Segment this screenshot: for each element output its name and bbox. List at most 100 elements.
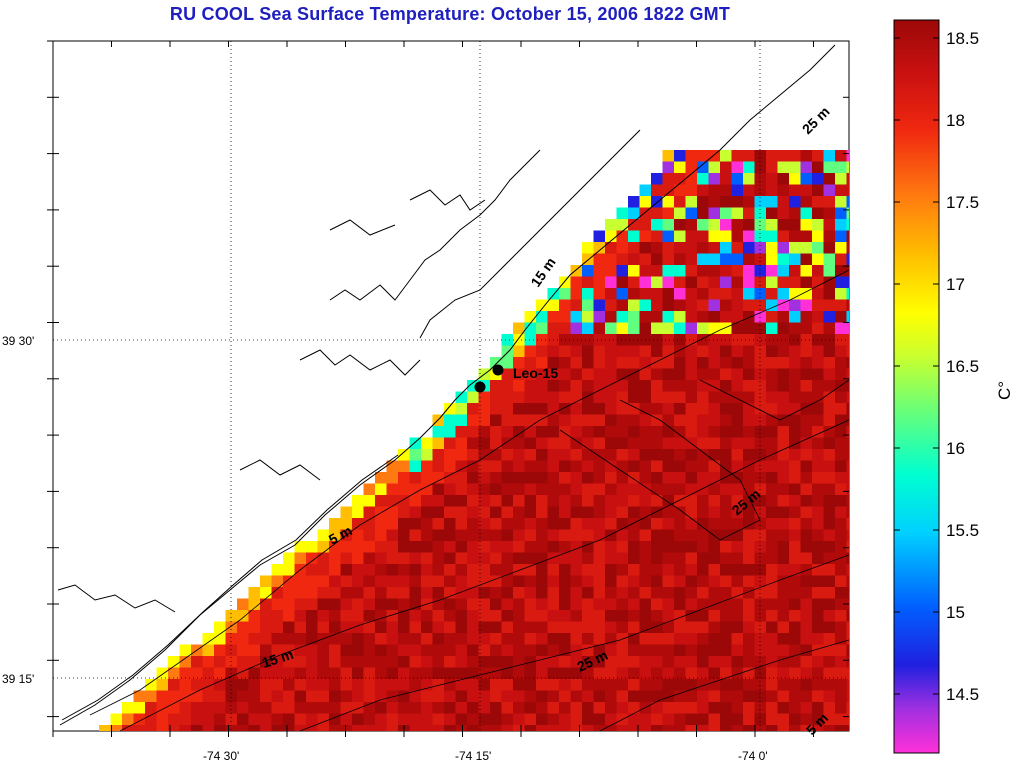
sst-pixel — [283, 679, 296, 692]
sst-pixel — [547, 713, 560, 726]
sst-pixel — [697, 276, 710, 289]
sst-pixel — [409, 679, 422, 692]
sst-pixel — [789, 414, 802, 427]
sst-pixel — [823, 437, 836, 450]
sst-pixel — [639, 437, 652, 450]
sst-pixel — [754, 403, 767, 416]
sst-pixel — [743, 529, 756, 542]
station-marker[interactable] — [492, 364, 504, 376]
sst-pixel — [490, 380, 503, 393]
sst-pixel — [616, 725, 629, 731]
sst-pixel — [616, 679, 629, 692]
sst-pixel — [455, 391, 468, 404]
sst-pixel — [789, 437, 802, 450]
sst-pixel — [789, 311, 802, 324]
sst-pixel — [409, 472, 422, 485]
sst-pixel — [363, 610, 376, 623]
sst-pixel — [812, 207, 825, 220]
sst-pixel — [605, 575, 618, 588]
sst-pixel — [490, 610, 503, 623]
sst-pixel — [651, 495, 664, 508]
sst-pixel — [409, 552, 422, 565]
sst-pixel — [582, 713, 595, 726]
sst-pixel — [812, 230, 825, 243]
sst-pixel — [317, 644, 330, 657]
sst-pixel — [317, 679, 330, 692]
sst-pixel — [731, 679, 744, 692]
sst-pixel — [777, 357, 790, 370]
sst-pixel — [823, 288, 836, 301]
sst-pixel — [766, 207, 779, 220]
sst-pixel — [559, 483, 572, 496]
sst-pixel — [674, 460, 687, 473]
sst-pixel — [743, 253, 756, 266]
sst-pixel — [697, 311, 710, 324]
sst-pixel — [720, 150, 733, 163]
sst-pixel — [731, 667, 744, 680]
sst-pixel — [536, 518, 549, 531]
sst-pixel — [168, 725, 181, 731]
sst-pixel — [536, 334, 549, 347]
sst-pixel — [248, 598, 261, 611]
sst-pixel — [766, 242, 779, 255]
sst-pixel — [628, 702, 641, 715]
sst-pixel — [513, 483, 526, 496]
station-marker[interactable] — [474, 381, 486, 393]
sst-pixel — [639, 725, 652, 731]
sst-pixel — [547, 299, 560, 312]
sst-pixel — [651, 598, 664, 611]
sst-pixel — [731, 242, 744, 255]
station-leo15[interactable]: Leo-15 — [474, 364, 559, 393]
colorbar-tick-label: 15.5 — [946, 521, 979, 540]
sst-pixel — [501, 403, 514, 416]
sst-pixel — [225, 725, 238, 731]
sst-pixel — [524, 541, 537, 554]
sst-pixel — [536, 644, 549, 657]
sst-pixel — [306, 552, 319, 565]
colorbar-scale — [893, 19, 940, 754]
sst-pixel — [789, 288, 802, 301]
sst-pixel — [593, 357, 606, 370]
sst-pixel — [720, 529, 733, 542]
sst-pixel — [697, 587, 710, 600]
sst-pixel — [708, 357, 721, 370]
sst-pixel — [720, 610, 733, 623]
sst-pixel — [743, 713, 756, 726]
sst-pixel — [559, 598, 572, 611]
sst-pixel — [536, 552, 549, 565]
sst-pixel — [398, 610, 411, 623]
bathymetry-contours — [89, 269, 849, 731]
sst-pixel — [202, 690, 215, 703]
sst-pixel — [685, 644, 698, 657]
sst-pixel — [697, 483, 710, 496]
sst-pixel — [823, 345, 836, 358]
sst-pixel — [651, 437, 664, 450]
sst-pixel — [421, 610, 434, 623]
sst-pixel — [398, 529, 411, 542]
sst-pixel — [513, 506, 526, 519]
sst-pixel — [605, 230, 618, 243]
sst-pixel — [513, 713, 526, 726]
sst-pixel — [720, 575, 733, 588]
sst-pixel — [294, 587, 307, 600]
sst-pixel — [593, 598, 606, 611]
sst-pixel — [260, 679, 273, 692]
sst-pixel — [225, 610, 238, 623]
sst-pixel — [363, 690, 376, 703]
sst-pixel — [409, 598, 422, 611]
sst-pixel — [789, 506, 802, 519]
sst-pixel — [501, 598, 514, 611]
sst-pixel — [731, 426, 744, 439]
sst-pixel — [708, 334, 721, 347]
sst-pixel — [513, 587, 526, 600]
sst-pixel — [754, 334, 767, 347]
sst-pixel — [651, 610, 664, 623]
sst-pixel — [731, 644, 744, 657]
sst-pixel — [513, 644, 526, 657]
sst-pixel — [490, 621, 503, 634]
sst-pixel — [697, 656, 710, 669]
sst-pixel — [191, 713, 204, 726]
sst-pixel — [524, 713, 537, 726]
sst-pixel — [605, 345, 618, 358]
sst-pixel — [708, 702, 721, 715]
